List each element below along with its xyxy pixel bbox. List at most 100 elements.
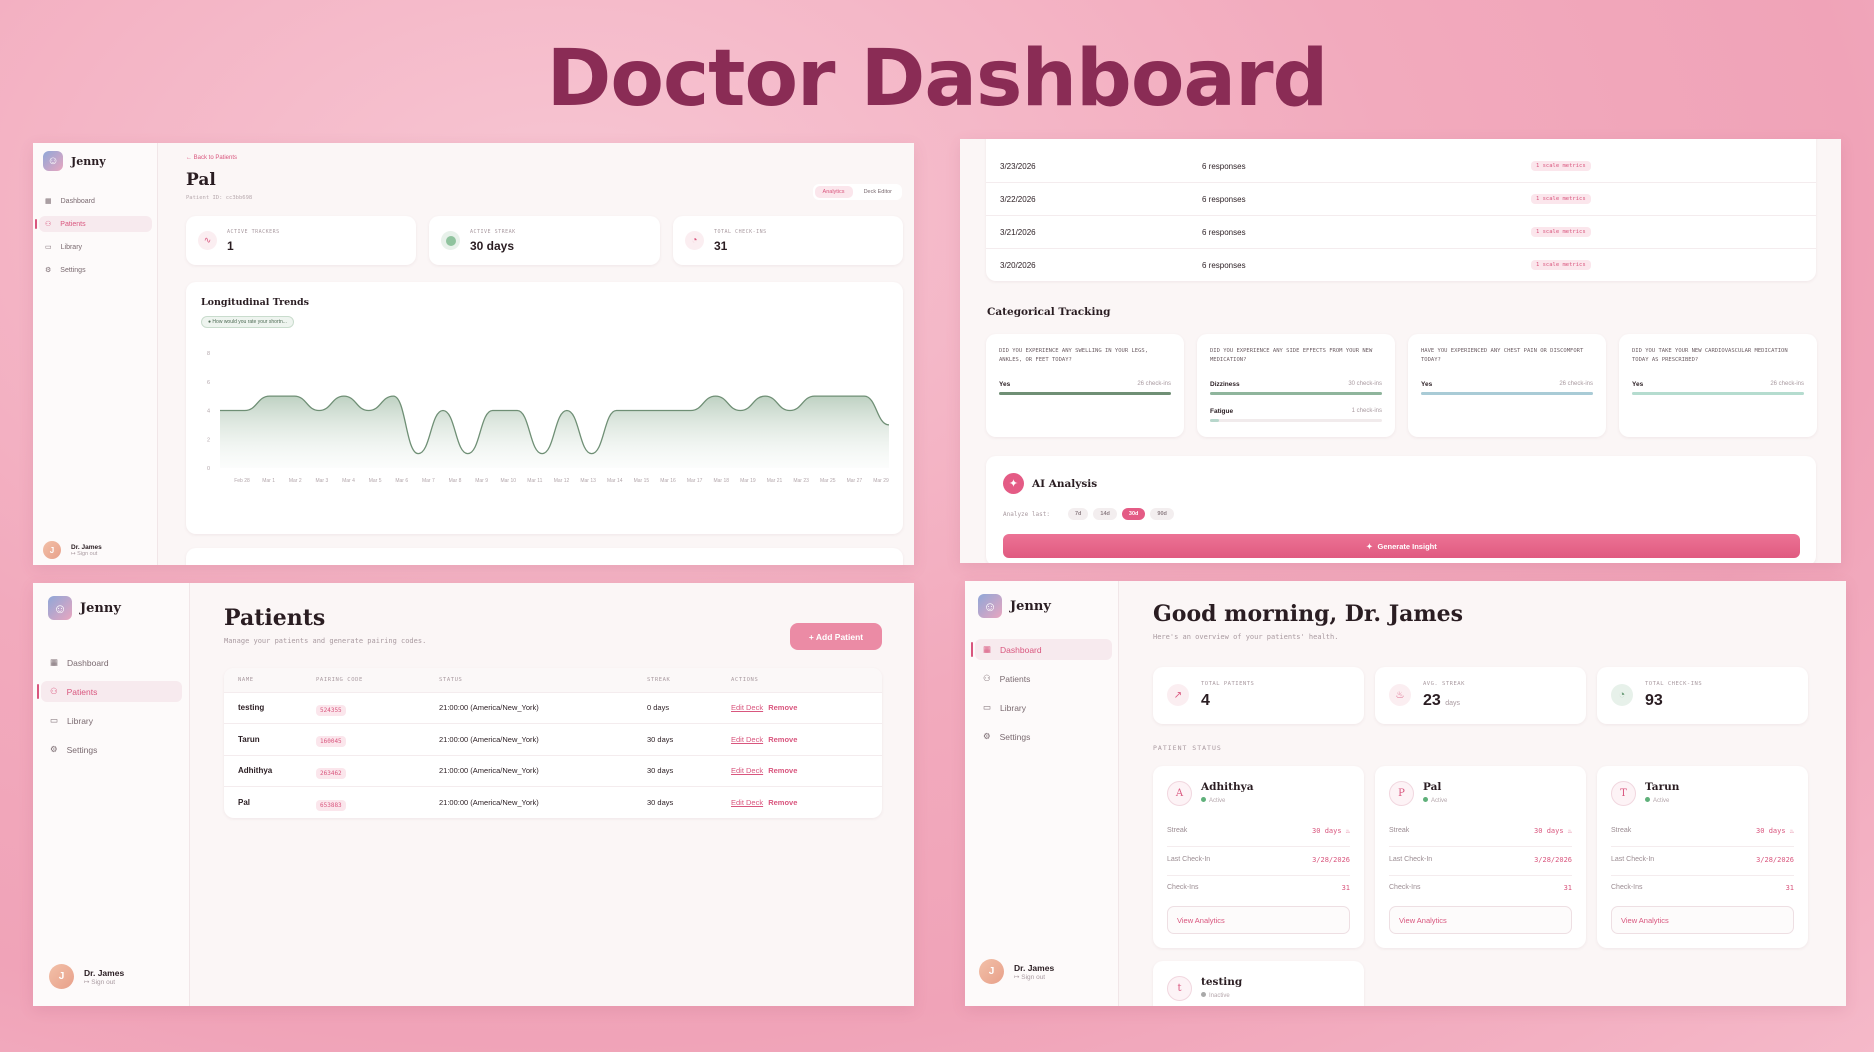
metric-label: Check-Ins <box>1167 884 1199 891</box>
answer-count: 26 check-ins <box>1770 381 1804 387</box>
nav-item-dashboard[interactable]: ▦ Dashboard <box>41 652 182 673</box>
sign-out-label: Sign out <box>1021 973 1046 981</box>
status-cell: 21:00:00 (America/New_York) <box>439 734 539 744</box>
remove-link[interactable]: Remove <box>768 703 798 713</box>
nav-item-library[interactable]: ▭ Library <box>975 697 1112 718</box>
view-analytics-button[interactable]: View Analytics <box>1611 906 1794 934</box>
range-pill-7d[interactable]: 7d <box>1068 508 1089 520</box>
range-pill-30d[interactable]: 30d <box>1121 508 1146 520</box>
table-row[interactable]: testing 524355 21:00:00 (America/New_Yor… <box>224 692 882 724</box>
back-link[interactable]: ← Back to Patients <box>186 155 238 161</box>
flame-icon: ♨ <box>1345 827 1350 835</box>
nav-label: Settings <box>66 744 98 755</box>
stat-card-total-checkins: ◔ TOTAL CHECK-INS 93 <box>1597 667 1808 724</box>
x-tick-label: Mar 15 <box>634 478 650 484</box>
column-header: STATUS <box>439 676 463 683</box>
x-tick-label: Mar 4 <box>342 478 355 484</box>
view-analytics-label: View Analytics <box>1621 915 1669 925</box>
sign-out-link[interactable]: ↦ Sign out <box>1014 973 1046 981</box>
sign-out-label: Sign out <box>91 978 116 986</box>
answer-label: Dizziness <box>1210 381 1240 388</box>
nav-item-dashboard[interactable]: ▦ Dashboard <box>971 639 1112 660</box>
nav-item-library[interactable]: ▭ Library <box>39 239 152 255</box>
nav-item-settings[interactable]: ⚙ Settings <box>975 726 1112 747</box>
response-row[interactable]: 3/21/2026 6 responses 1 scale metrics <box>986 219 1816 249</box>
avatar: J <box>43 541 61 559</box>
tab-analytics[interactable]: Analytics <box>814 186 853 198</box>
metric-value-text: 3/28/2026 <box>1756 855 1794 864</box>
pulse-icon: ∿ <box>198 231 217 250</box>
view-analytics-button[interactable]: View Analytics <box>1167 906 1350 934</box>
metric-value: 3/28/2026 <box>1312 856 1350 864</box>
add-patient-button[interactable]: + Add Patient <box>790 623 882 650</box>
edit-deck-link[interactable]: Edit Deck <box>731 703 764 713</box>
nav-item-patients[interactable]: ⚇ Patients <box>975 668 1112 689</box>
section-label: PATIENT STATUS <box>1153 744 1222 752</box>
status-cell: 21:00:00 (America/New_York) <box>439 766 539 776</box>
stat-value: 93 <box>1645 692 1663 709</box>
metrics-tag: 1 scale metrics <box>1531 260 1591 270</box>
sign-out-link[interactable]: ↦ Sign out <box>71 550 98 557</box>
remove-link[interactable]: Remove <box>768 766 798 776</box>
edit-deck-link[interactable]: Edit Deck <box>731 734 764 744</box>
pairing-code: 263462 <box>316 767 346 779</box>
patient-status-card: T Tarun Active Streak 30 days ♨ Last Check… <box>1597 766 1808 948</box>
patients-table-card: NAME PAIRING CODE STATUS STREAK ACTIONS test… <box>224 668 882 818</box>
stat-label: TOTAL PATIENTS <box>1201 681 1255 687</box>
nav-item-settings[interactable]: ⚙ Settings <box>41 739 182 760</box>
response-row[interactable]: 3/22/2026 6 responses 1 scale metrics <box>986 186 1816 216</box>
nav-item-dashboard[interactable]: ▦ Dashboard <box>39 193 152 209</box>
table-row[interactable]: Tarun 160045 21:00:00 (America/New_York)… <box>224 723 882 756</box>
view-analytics-button[interactable]: View Analytics <box>1389 906 1572 934</box>
greeting-subtitle: Here's an overview of your patients' hea… <box>1153 633 1339 641</box>
range-selector: 7d 14d 30d 90d <box>1068 508 1174 520</box>
remove-link[interactable]: Remove <box>768 798 798 807</box>
x-tick-label: Mar 9 <box>475 478 488 484</box>
user-name: Dr. James <box>84 967 125 978</box>
metric-value: 3/28/2026 <box>1534 856 1572 864</box>
answer-bar-track <box>1421 392 1593 395</box>
range-pill-14d[interactable]: 14d <box>1093 508 1117 520</box>
view-tabs: Analytics Deck Editor <box>812 184 902 200</box>
table-row[interactable]: Adhithya 263462 21:00:00 (America/New_Yo… <box>224 755 882 787</box>
response-row[interactable]: 3/20/2026 6 responses 1 scale metrics <box>986 252 1816 282</box>
answer-label: Yes <box>1632 381 1644 388</box>
sign-out-link[interactable]: ↦ Sign out <box>84 978 116 986</box>
x-tick-label: Mar 12 <box>554 478 570 484</box>
table-row[interactable]: Pal 653883 21:00:00 (America/New_York) 3… <box>224 786 882 819</box>
remove-link[interactable]: Remove <box>768 734 798 744</box>
trend-line <box>219 395 890 455</box>
nav-item-patients[interactable]: ⚇ Patients <box>35 216 152 232</box>
answer-bar-track <box>1632 392 1804 395</box>
divider <box>1167 846 1350 847</box>
answer-bar-track <box>1210 419 1382 422</box>
chart-filter-select[interactable]: ● How would you rate your shortn... <box>201 316 294 328</box>
range-pill-90d[interactable]: 90d <box>1150 508 1174 520</box>
streak-cell: 30 days <box>647 734 674 744</box>
metric-value-text: 31 <box>1341 884 1350 892</box>
nav-label: Library <box>1000 702 1027 713</box>
response-row[interactable]: 3/23/2026 6 responses 1 scale metrics <box>986 153 1816 183</box>
metric-value: 30 days ♨ <box>1756 827 1794 835</box>
generate-insight-button[interactable]: ✦ Generate Insight <box>1003 534 1800 558</box>
nav-label: Patients <box>999 673 1031 684</box>
answer-bar-fill <box>1632 392 1804 395</box>
nav-item-settings[interactable]: ⚙ Settings <box>39 262 152 278</box>
x-tick-label: Mar 21 <box>767 478 783 484</box>
user-name: Dr. James <box>1014 962 1055 973</box>
x-tick-label: Mar 29 <box>873 478 889 484</box>
edit-deck-link[interactable]: Edit Deck <box>731 798 764 807</box>
x-tick-label: Mar 23 <box>793 478 809 484</box>
edit-deck-link[interactable]: Edit Deck <box>731 766 764 776</box>
stat-label: ACTIVE STREAK <box>470 229 516 235</box>
response-date: 3/20/2026 <box>1000 261 1036 270</box>
tab-deck-editor[interactable]: Deck Editor <box>863 189 892 195</box>
nav-label: Settings <box>60 266 86 274</box>
metric-label: Last Check-In <box>1389 855 1433 863</box>
nav-item-patients[interactable]: ⚇ Patients <box>37 681 182 702</box>
nav-item-library[interactable]: ▭ Library <box>41 710 182 731</box>
metric-label: Last Check-In <box>1611 855 1655 863</box>
brand-logo-icon: ☺ <box>43 151 63 171</box>
metrics-tag: 1 scale metrics <box>1531 227 1591 237</box>
x-tick-label: Mar 7 <box>422 478 435 484</box>
